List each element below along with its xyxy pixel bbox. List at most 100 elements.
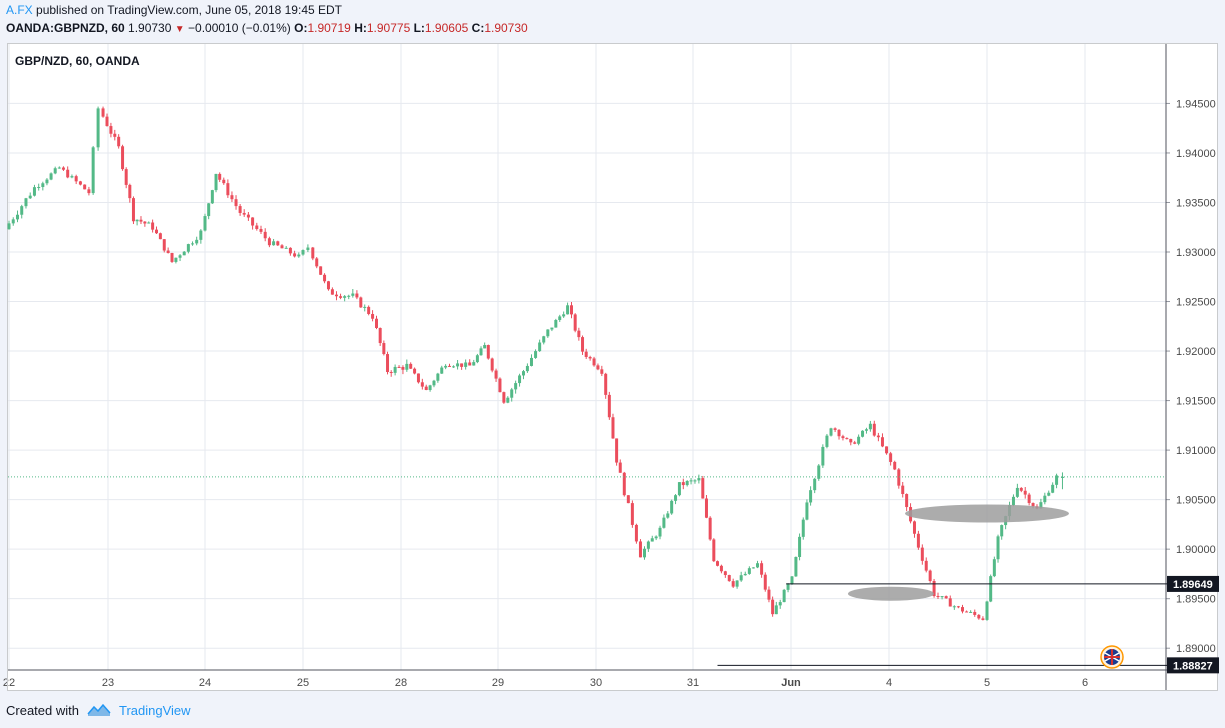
candle-body (375, 318, 378, 328)
supply-zone-ellipse (905, 504, 1069, 523)
low-value: 1.90605 (424, 21, 469, 35)
candle-body (339, 296, 343, 298)
candle-body (510, 389, 514, 398)
candle-body (105, 116, 109, 127)
candle-body (101, 108, 105, 117)
candle-body (880, 437, 884, 447)
low-label: L: (413, 21, 425, 35)
candle-body (490, 358, 494, 371)
candle-body (218, 173, 222, 180)
candle-body (87, 189, 91, 194)
candles-group (7, 106, 1064, 621)
candle-body (940, 596, 944, 598)
candle-body (139, 219, 143, 222)
candle-body (704, 498, 708, 518)
candle-body (932, 580, 936, 597)
candle-body (468, 362, 472, 366)
candle-body (371, 313, 375, 319)
candle-body (952, 606, 956, 608)
price-label-box (1167, 575, 1219, 592)
candle-body (809, 490, 813, 503)
author-link[interactable]: A.FX (6, 3, 33, 17)
candle-body (259, 228, 263, 232)
candle-body (78, 181, 82, 185)
candle-body (413, 368, 417, 374)
candle-body (409, 363, 413, 369)
candle-body (238, 206, 242, 213)
candle-body (128, 184, 132, 199)
y-tick-label: 1.89000 (1176, 643, 1216, 655)
tradingview-logo-icon (87, 703, 111, 716)
candle-body (928, 570, 932, 581)
candle-body (912, 521, 916, 534)
candle-body (195, 239, 199, 244)
chart-border (7, 43, 1218, 691)
candle-body (747, 568, 751, 574)
candle-body (646, 541, 650, 549)
candle-body (550, 327, 554, 330)
candle-body (1047, 492, 1051, 496)
candle-body (61, 167, 65, 170)
candle-body (767, 589, 771, 600)
candle-body (638, 541, 642, 558)
candle-body (992, 559, 996, 577)
candle-body (786, 584, 790, 590)
candle-body (382, 343, 386, 355)
created-with-text: Created with (6, 702, 79, 718)
symbol-line: OANDA:GBPNZD, 60 (6, 21, 125, 35)
candle-body (24, 198, 28, 207)
candle-body (210, 190, 214, 204)
candle-body (936, 596, 940, 598)
candle-body (618, 462, 622, 473)
candle-body (889, 453, 893, 462)
candle-body (155, 229, 158, 234)
candle-body (756, 563, 760, 568)
candle-body (514, 383, 518, 390)
candle-body (199, 230, 203, 240)
candle-body (315, 258, 319, 267)
candle-body (424, 386, 428, 390)
candle-body (1023, 490, 1027, 495)
candle-body (121, 146, 125, 170)
publish-header: A.FX published on TradingView.com, June … (6, 3, 342, 17)
y-tick-label: 1.94000 (1176, 148, 1216, 160)
candle-body (546, 329, 550, 337)
candle-body (735, 580, 739, 587)
candle-body (1000, 525, 1004, 537)
candle-body (573, 314, 577, 331)
candle-body (774, 605, 778, 615)
candle-body (739, 575, 743, 581)
price-label-text: 1.89649 (1173, 579, 1213, 591)
close-value: 1.90730 (484, 21, 528, 35)
tradingview-brand-link[interactable]: TradingView (118, 702, 191, 718)
candle-body (837, 429, 841, 437)
candle-body (643, 548, 646, 558)
candle-body (70, 176, 74, 178)
candle-body (956, 606, 960, 608)
candle-body (347, 295, 351, 297)
price-label-text: 1.88827 (1173, 660, 1213, 672)
x-tick-label: 30 (590, 677, 602, 689)
candle-body (330, 289, 334, 295)
candle-body (1027, 494, 1031, 504)
candle-body (109, 126, 113, 134)
candle-body (845, 438, 849, 440)
close-label: C: (471, 21, 485, 35)
candle-body (868, 423, 872, 430)
candle-body (716, 561, 719, 566)
candle-body (794, 556, 798, 577)
candle-body (297, 254, 301, 257)
candle-body (654, 536, 658, 539)
time-scale-background (8, 670, 1166, 690)
candle-body (207, 203, 211, 217)
quote-line: OANDA:GBPNZD, 60 1.90730 ▼ −0.00010 (−0.… (6, 21, 528, 35)
candle-body (158, 233, 162, 240)
candle-body (203, 216, 207, 231)
candle-body (693, 480, 697, 482)
candle-body (825, 435, 829, 447)
y-tick-label: 1.93500 (1176, 197, 1216, 209)
candle-body (1051, 484, 1055, 493)
candle-body (607, 394, 611, 418)
candle-body (581, 337, 585, 352)
